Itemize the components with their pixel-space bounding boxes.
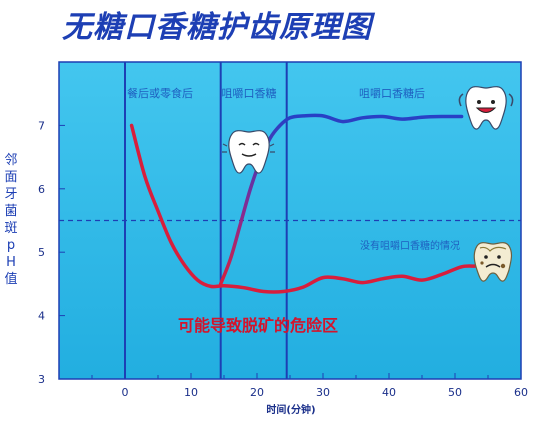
phase-label-chewing: 咀嚼口香糖 <box>222 86 277 100</box>
x-tick-label: 40 <box>382 386 396 399</box>
tooth-chewing-icon <box>222 130 275 174</box>
y-tick-label: 3 <box>38 373 45 386</box>
x-axis-label: 时间(分钟) <box>266 403 315 416</box>
page-title: 无糖口香糖护齿原理图 <box>62 10 372 45</box>
phase-label-after-chewing: 咀嚼口香糖后 <box>359 86 425 100</box>
tooth-decayed-icon <box>473 242 513 282</box>
y-tick-label: 5 <box>38 246 45 259</box>
y-tick-label: 6 <box>38 183 45 196</box>
x-ticks: 0 10 20 30 40 50 60 <box>58 373 528 399</box>
series-label-no-gum: 没有咀嚼口香糖的情况 <box>360 239 460 252</box>
x-tick-label: 0 <box>122 386 129 399</box>
x-tick-label: 20 <box>250 386 264 399</box>
x-tick-label: 10 <box>184 386 198 399</box>
danger-zone-label: 可能导致脱矿的危险区 <box>178 316 338 335</box>
series-line-gum <box>218 113 464 286</box>
phase-label-after-meal: 餐后或零食后 <box>127 86 193 100</box>
y-tick-label: 7 <box>38 119 45 132</box>
y-axis-label: 邻面牙菌斑pH值 <box>4 153 18 287</box>
x-tick-label: 30 <box>316 386 330 399</box>
x-tick-label: 50 <box>448 386 462 399</box>
series-line-no-gum <box>129 123 477 294</box>
y-tick-label: 4 <box>38 310 45 323</box>
y-ticks: 3 4 5 6 7 <box>38 119 65 386</box>
x-tick-label: 60 <box>514 386 528 399</box>
tooth-happy-icon <box>458 86 514 130</box>
